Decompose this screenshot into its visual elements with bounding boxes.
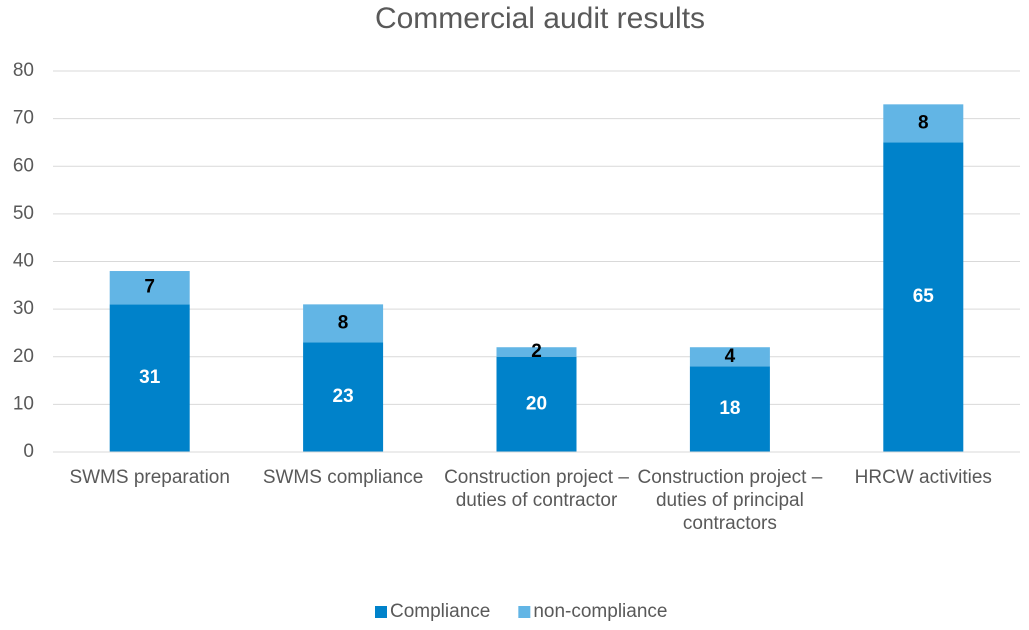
y-tick-label: 70 bbox=[13, 108, 34, 129]
y-tick-label: 0 bbox=[23, 441, 34, 462]
y-tick-label: 40 bbox=[13, 251, 34, 272]
bar-segment bbox=[303, 304, 384, 343]
chart-title: Commercial audit results bbox=[375, 2, 705, 35]
bar-segment bbox=[689, 347, 770, 367]
legend-label: Compliance bbox=[390, 601, 490, 622]
data-label: 2 bbox=[531, 341, 542, 362]
data-label: 8 bbox=[918, 112, 929, 133]
data-label: 65 bbox=[913, 286, 935, 307]
data-label: 23 bbox=[333, 386, 354, 407]
data-label: 20 bbox=[526, 393, 547, 414]
x-tick-label: SWMS preparation bbox=[69, 467, 230, 488]
data-label: 4 bbox=[725, 346, 736, 367]
bar-segment bbox=[496, 347, 577, 357]
bar-segment bbox=[883, 104, 964, 143]
y-tick-label: 50 bbox=[13, 203, 34, 224]
y-tick-label: 60 bbox=[13, 155, 34, 176]
y-tick-label: 20 bbox=[13, 346, 34, 367]
y-tick-label: 30 bbox=[13, 298, 34, 319]
y-tick-label: 10 bbox=[13, 393, 34, 414]
bar-segment bbox=[303, 342, 384, 452]
x-tick-label: HRCW activities bbox=[854, 467, 992, 488]
legend-label: non-compliance bbox=[533, 601, 667, 622]
x-tick-label: Construction project – duties of contrac… bbox=[444, 467, 629, 511]
bar-segment bbox=[109, 304, 190, 452]
data-label: 8 bbox=[338, 312, 349, 333]
y-tick-label: 80 bbox=[13, 60, 34, 81]
bar-segment bbox=[496, 356, 577, 452]
x-tick-label: Construction project – duties of princip… bbox=[637, 467, 823, 534]
bar-segment bbox=[689, 366, 770, 452]
data-label: 18 bbox=[719, 398, 740, 419]
data-label: 31 bbox=[139, 367, 161, 388]
legend-swatch bbox=[375, 606, 387, 618]
data-label: 7 bbox=[144, 277, 155, 298]
x-tick-label: SWMS compliance bbox=[262, 467, 424, 488]
bar-segment bbox=[109, 271, 190, 305]
bar-segment bbox=[883, 142, 964, 452]
legend-swatch bbox=[518, 606, 531, 618]
